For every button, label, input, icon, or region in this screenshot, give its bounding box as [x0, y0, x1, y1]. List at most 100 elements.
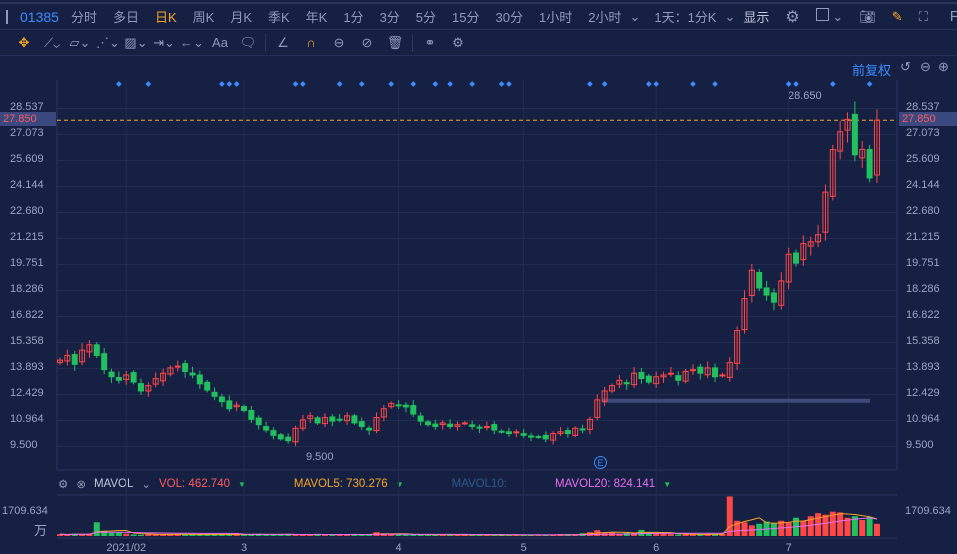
mavol20-value: MAVOL20: 824.141: [555, 478, 656, 490]
high-label: 28.650: [788, 90, 822, 102]
period-tab[interactable]: 周K: [192, 10, 215, 25]
trash-icon[interactable]: 🗑︎: [386, 34, 404, 50]
candle-body: [704, 367, 711, 376]
candle-body: [653, 376, 660, 385]
candle-body: [601, 390, 608, 402]
line-tool-icon[interactable]: ⟋⌄: [43, 34, 61, 50]
period-tab[interactable]: 季K: [267, 10, 290, 25]
volume-bar: [454, 534, 461, 536]
period-tab[interactable]: 3分: [379, 10, 400, 25]
volume-bar: [86, 533, 93, 536]
layout-square-icon[interactable]: ⌄: [808, 8, 852, 25]
chevron-down-icon[interactable]: ⌄: [629, 8, 641, 24]
event-dot: [410, 81, 417, 87]
candle-body: [137, 383, 144, 392]
event-dot: [601, 81, 608, 87]
candle-body: [167, 367, 174, 375]
sync-icon[interactable]: ⊖: [333, 34, 345, 50]
period-tab[interactable]: 月K: [230, 10, 252, 25]
event-dot: [219, 81, 225, 87]
settings-icon[interactable]: ⚙: [452, 34, 464, 50]
period-tab[interactable]: 30分: [495, 10, 523, 25]
candle-body: [226, 400, 233, 410]
volume-bar: [182, 534, 189, 536]
period-tab[interactable]: 多日: [112, 10, 139, 25]
price-label-right: 16.822: [906, 309, 940, 321]
period-tab[interactable]: 日K: [154, 10, 177, 25]
magnet-icon[interactable]: ∩: [306, 35, 316, 50]
candle-body: [380, 408, 387, 418]
volume-bar: [241, 534, 247, 536]
symbol-code[interactable]: 01385: [20, 8, 59, 25]
indicator-name[interactable]: MAVOL: [93, 478, 134, 490]
comment-icon[interactable]: 🗨︎: [239, 34, 257, 50]
fib-tool-icon[interactable]: ▨⌄: [124, 34, 148, 50]
angle-icon[interactable]: ∠: [277, 34, 289, 50]
display-menu[interactable]: 显示: [743, 10, 770, 25]
zoom-out-icon[interactable]: ⊖: [920, 59, 931, 74]
wave-tool-icon[interactable]: ⋰⌄: [96, 34, 120, 50]
fullscreen-icon[interactable]: ⛶: [918, 8, 928, 24]
gear-icon[interactable]: ⚙: [58, 479, 69, 491]
candle-body: [763, 287, 770, 296]
volume-bar: [631, 533, 638, 536]
candle-body: [152, 378, 159, 385]
period-tab[interactable]: 2小时: [588, 10, 622, 25]
volume-bar: [115, 532, 122, 536]
volume-bar: [71, 533, 78, 536]
volume-bar: [211, 534, 218, 536]
compare-icon[interactable]: ⚭: [424, 34, 436, 50]
camera-icon[interactable]: 📷︎: [859, 8, 876, 24]
move-icon[interactable]: ✥: [18, 34, 30, 50]
text-tool-icon[interactable]: Aa: [212, 35, 228, 50]
event-dot: [829, 81, 836, 87]
volume-unit: 万: [34, 523, 48, 538]
period-tab[interactable]: 1小时: [538, 10, 573, 25]
f10-button[interactable]: F10: [949, 8, 957, 25]
pencil-icon[interactable]: ✎: [891, 8, 903, 24]
candle-body: [233, 404, 240, 408]
price-label-right: 25.609: [906, 153, 940, 165]
gear-icon[interactable]: ⚙: [785, 8, 800, 26]
volume-bar: [873, 523, 880, 536]
period-tab[interactable]: 年K: [305, 10, 328, 25]
arrow-tool-icon[interactable]: ←⌄: [180, 34, 204, 50]
volume-bar: [417, 534, 424, 536]
volume-bar: [101, 531, 108, 536]
hide-icon[interactable]: ⊘: [361, 34, 373, 50]
price-label-right: 13.893: [906, 361, 940, 373]
event-dot: [645, 81, 652, 87]
candle-body: [174, 365, 181, 368]
volume-bar: [248, 534, 255, 536]
event-dot: [292, 81, 299, 87]
reset-icon[interactable]: ↺: [900, 59, 911, 74]
volume-bar: [123, 533, 130, 536]
period-tab[interactable]: 5分: [415, 10, 437, 25]
period-tab[interactable]: 1分: [343, 10, 364, 25]
volume-bar: [712, 534, 719, 536]
measure-tool-icon[interactable]: ⇥⌄: [153, 34, 175, 50]
event-dot: [447, 81, 453, 87]
adjust-mode-link[interactable]: 前复权: [852, 63, 892, 78]
polygon-tool-icon[interactable]: ▱⌄: [69, 34, 91, 50]
candle-body: [93, 344, 100, 356]
volume-bar: [380, 533, 387, 536]
volume-bar: [204, 534, 211, 536]
grid-line: [57, 368, 897, 369]
price-label-left: 15.358: [10, 335, 44, 347]
zoom-in-icon[interactable]: ⊕: [938, 59, 949, 74]
sidebar-toggle-icon[interactable]: [6, 9, 8, 24]
event-marker[interactable]: E: [594, 456, 607, 469]
candle-body: [542, 434, 549, 440]
volume-bar: [329, 534, 336, 536]
close-icon[interactable]: ⊗: [76, 479, 86, 491]
event-dot: [498, 81, 505, 87]
volume-bar: [697, 534, 704, 536]
price-label-left: 22.680: [10, 205, 44, 217]
period-tab[interactable]: 分时: [70, 10, 97, 25]
period-tab[interactable]: 15分: [452, 10, 480, 25]
range-select[interactable]: 1天：1分K: [654, 10, 717, 25]
volume-bar: [167, 534, 174, 536]
volume-bar: [859, 520, 866, 536]
